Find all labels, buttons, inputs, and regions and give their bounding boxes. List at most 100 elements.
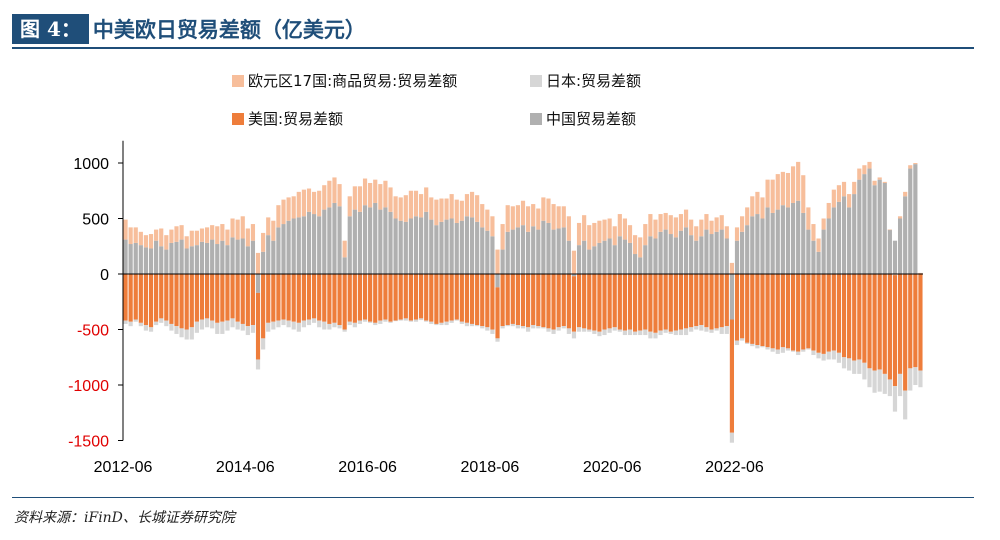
bar-china-12 xyxy=(184,248,189,274)
bar-china-124 xyxy=(755,214,760,274)
bar-eu-7 xyxy=(159,228,164,247)
bar-china-69 xyxy=(475,221,480,274)
bar-us-128 xyxy=(775,274,780,350)
bar-us-2 xyxy=(133,274,138,320)
bottom-rule xyxy=(12,497,974,498)
bar-china-123 xyxy=(750,216,755,274)
bar-eu-28 xyxy=(266,217,271,236)
bar-us-37 xyxy=(311,274,317,319)
bar-us-109 xyxy=(678,274,684,330)
bar-china-45 xyxy=(352,209,357,274)
bar-us-34 xyxy=(296,274,301,323)
bar-eu-84 xyxy=(551,204,556,230)
bar-china-63 xyxy=(444,219,449,274)
bar-japan-127 xyxy=(770,348,775,352)
bar-eu-47 xyxy=(362,178,368,206)
bar-eu-0 xyxy=(123,219,128,240)
bar-japan-45 xyxy=(352,322,357,328)
bar-eu-81 xyxy=(536,208,541,230)
bar-china-53 xyxy=(393,218,398,274)
legend-us: 美国:贸易差额 xyxy=(232,108,343,129)
bar-japan-42 xyxy=(337,325,342,329)
bar-japan-49 xyxy=(373,322,378,326)
trade-balance-chart: 1000 500 0 -500 -1000 -1500 2012-06 2014-06 2016… xyxy=(68,140,923,476)
bar-us-142 xyxy=(847,274,852,359)
bar-us-91 xyxy=(587,274,592,330)
bar-japan-118 xyxy=(724,326,729,334)
bar-us-67 xyxy=(464,274,470,323)
bar-japan-84 xyxy=(551,329,556,334)
bar-eu-71 xyxy=(485,209,490,231)
bar-eu-121 xyxy=(740,216,745,232)
bar-us-143 xyxy=(852,274,857,361)
bar-china-60 xyxy=(429,219,434,274)
bar-us-62 xyxy=(439,274,444,323)
bar-china-136 xyxy=(816,251,821,274)
bar-eu-126 xyxy=(765,179,770,208)
bar-japan-80 xyxy=(531,325,536,329)
bar-japan-48 xyxy=(368,321,373,323)
bar-china-155 xyxy=(913,164,918,274)
bar-china-149 xyxy=(882,182,887,274)
bar-japan-13 xyxy=(189,327,194,340)
bar-us-11 xyxy=(179,274,184,329)
bar-us-116 xyxy=(714,274,719,329)
bar-japan-62 xyxy=(439,322,444,326)
bar-japan-47 xyxy=(362,319,368,322)
bar-japan-25 xyxy=(250,325,256,333)
bar-us-36 xyxy=(306,274,312,320)
bar-china-0 xyxy=(123,239,128,274)
x-tick-label: 2022-06 xyxy=(705,459,764,476)
bar-japan-41 xyxy=(332,322,337,328)
bar-us-98 xyxy=(622,274,627,331)
bar-us-32 xyxy=(286,274,291,321)
bar-eu-59 xyxy=(424,187,429,212)
bar-china-3 xyxy=(138,245,143,274)
bar-china-114 xyxy=(704,229,709,274)
bar-eu-32 xyxy=(286,197,291,221)
legend-eu: 欧元区17国:商品贸易:贸易差额 xyxy=(232,70,457,91)
bar-japan-152 xyxy=(897,373,903,397)
bar-china-140 xyxy=(836,201,842,274)
bar-china-80 xyxy=(531,226,536,274)
bar-japan-7 xyxy=(159,318,164,323)
bar-us-46 xyxy=(357,274,363,321)
bar-china-84 xyxy=(551,229,556,274)
bar-japan-83 xyxy=(546,328,551,332)
bar-japan-97 xyxy=(617,329,622,332)
bar-eu-31 xyxy=(281,199,286,225)
legend-eu-label: 欧元区17国:商品贸易:贸易差额 xyxy=(248,72,458,90)
bar-japan-24 xyxy=(245,326,250,336)
bar-japan-94 xyxy=(602,329,607,336)
bar-eu-90 xyxy=(582,215,587,241)
bar-us-61 xyxy=(434,274,439,324)
bar-eu-18 xyxy=(215,226,220,245)
x-tick-label: 2020-06 xyxy=(583,459,642,476)
bar-us-58 xyxy=(419,274,424,319)
bar-china-42 xyxy=(337,206,342,274)
bar-japan-11 xyxy=(179,328,184,338)
bar-us-87 xyxy=(566,274,571,329)
bar-eu-152 xyxy=(897,216,903,219)
bar-us-57 xyxy=(413,274,419,320)
bar-japan-129 xyxy=(780,347,785,353)
bar-eu-91 xyxy=(587,225,592,250)
bar-japan-91 xyxy=(587,329,592,332)
bar-eu-145 xyxy=(862,165,867,175)
bar-japan-93 xyxy=(597,331,602,337)
bar-eu-94 xyxy=(602,219,607,241)
bar-japan-116 xyxy=(714,328,719,331)
bar-japan-20 xyxy=(225,320,230,331)
bar-eu-117 xyxy=(719,215,724,230)
bar-eu-37 xyxy=(311,191,317,215)
legend-us-label: 美国:贸易差额 xyxy=(248,110,344,128)
bar-china-59 xyxy=(424,211,429,274)
bar-us-29 xyxy=(271,274,276,322)
bar-japan-79 xyxy=(526,327,531,332)
bar-eu-153 xyxy=(903,191,908,197)
bar-china-141 xyxy=(841,196,847,274)
bar-eu-79 xyxy=(526,206,531,232)
bar-eu-39 xyxy=(322,185,327,210)
bar-japan-138 xyxy=(826,351,831,360)
bar-china-119 xyxy=(729,274,735,320)
